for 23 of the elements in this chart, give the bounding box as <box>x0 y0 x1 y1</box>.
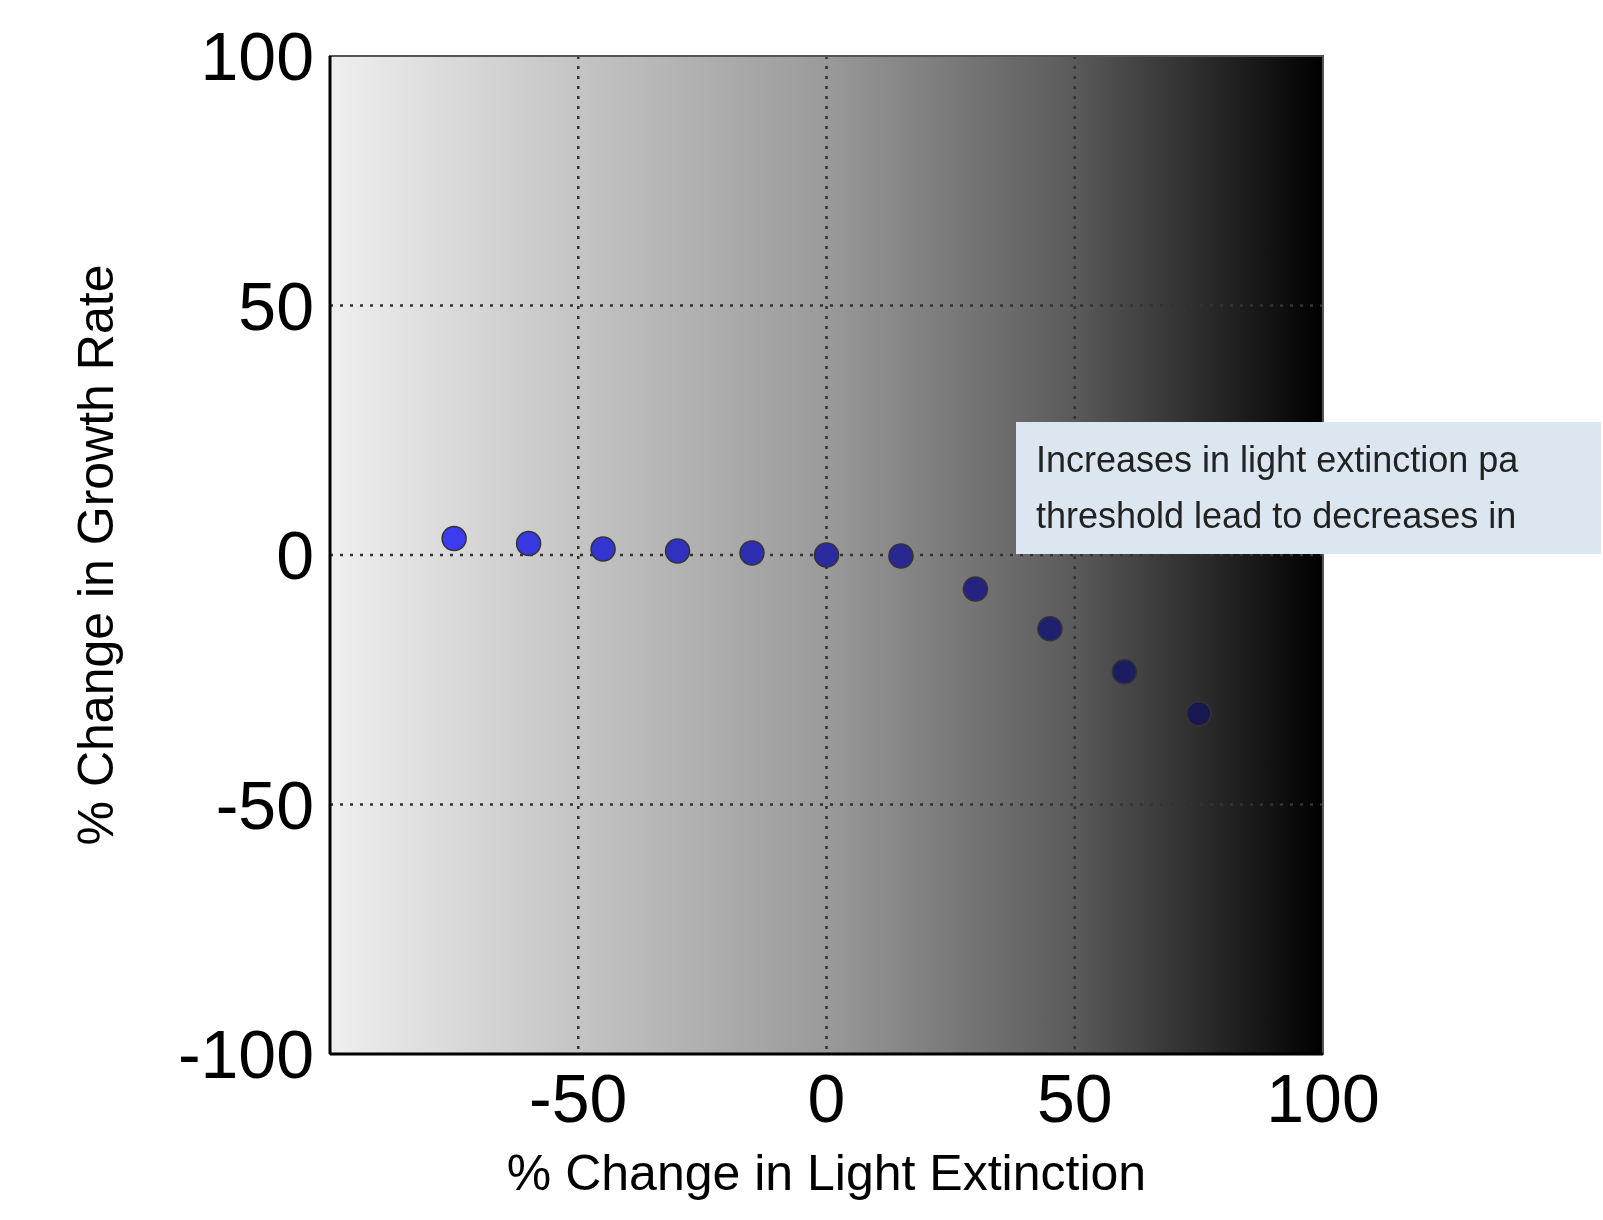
y-tick-label: 0 <box>276 517 314 593</box>
x-tick-label: -50 <box>529 1060 628 1136</box>
x-tick-label: 0 <box>807 1060 846 1136</box>
annotation: Increases in light extinction pa threshold lead to decreases in <box>1036 439 1520 536</box>
point <box>888 543 914 569</box>
x-axis-title: % Change in Light Extinction <box>506 1145 1147 1201</box>
point <box>441 525 467 552</box>
point <box>590 536 616 562</box>
y-axis-title: % Change in Growth Rate <box>68 264 124 846</box>
point <box>1037 616 1063 642</box>
point <box>664 538 691 564</box>
point <box>962 576 989 602</box>
x-tick-label: 50 <box>1036 1060 1113 1136</box>
point <box>1111 659 1138 685</box>
y-tick-label: -100 <box>177 1016 314 1092</box>
y-tick-label: -50 <box>215 766 314 843</box>
point <box>813 542 840 568</box>
y-tick-label: 50 <box>238 267 314 344</box>
point <box>1186 700 1212 727</box>
x-tick-label: 100 <box>1266 1060 1380 1136</box>
point <box>739 540 765 566</box>
point <box>515 530 542 557</box>
y-tick-label: 100 <box>200 18 314 94</box>
